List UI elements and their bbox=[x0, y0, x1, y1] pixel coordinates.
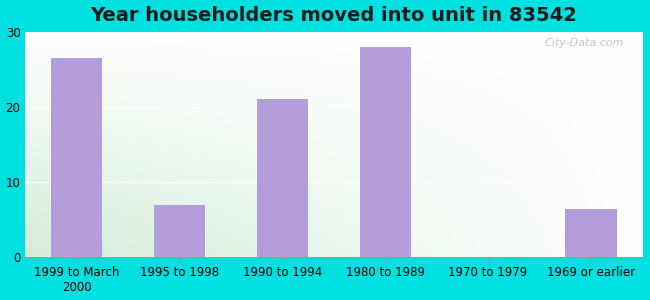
Text: City-Data.com: City-Data.com bbox=[544, 38, 624, 48]
Bar bbox=[359, 47, 411, 257]
Bar bbox=[257, 99, 308, 257]
Bar bbox=[154, 205, 205, 257]
Title: Year householders moved into unit in 83542: Year householders moved into unit in 835… bbox=[90, 6, 577, 25]
Bar bbox=[51, 58, 103, 257]
Bar bbox=[566, 208, 617, 257]
